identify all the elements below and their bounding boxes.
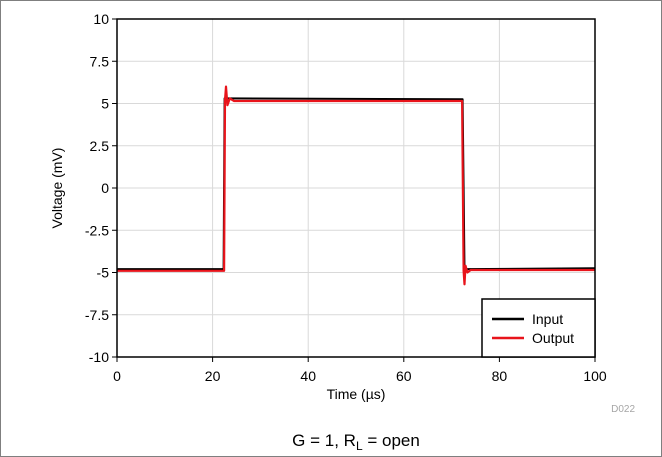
figure-caption: G = 1, RL = open	[292, 431, 420, 453]
y-axis-label: Voltage (mV)	[49, 148, 65, 229]
series-line-output	[117, 85, 595, 286]
series-line-input	[117, 97, 596, 271]
y-tick-label: 0	[101, 180, 109, 196]
y-tick-label: 5	[101, 96, 109, 112]
y-tick-label: -2.5	[85, 222, 109, 238]
series-lines	[117, 85, 596, 286]
legend-label-output: Output	[532, 330, 574, 346]
caption-tail: = open	[363, 431, 420, 450]
legend: Input Output	[481, 298, 596, 358]
legend-box	[481, 298, 596, 358]
y-tick-label: 2.5	[90, 138, 110, 154]
x-tick-label: 100	[583, 368, 607, 384]
x-axis-label: Time (µs)	[327, 386, 386, 402]
y-tick-label: -7.5	[85, 307, 109, 323]
tick-labels: 0 20 40 60 80 100 10 7.5 5 2.5 0 -2.5 -5 -7.5 -10	[85, 11, 607, 384]
y-tick-label: 10	[93, 11, 109, 27]
caption-subscript: L	[356, 439, 363, 453]
y-tick-label: 7.5	[90, 53, 110, 69]
x-tick-label: 20	[205, 368, 221, 384]
y-tick-label: -10	[89, 349, 109, 365]
y-tick-label: -5	[97, 265, 110, 281]
x-tick-label: 40	[300, 368, 316, 384]
figure-code: D022	[611, 404, 635, 415]
x-tick-label: 0	[113, 368, 121, 384]
caption-main: G = 1, R	[292, 431, 356, 450]
x-tick-label: 80	[492, 368, 508, 384]
x-tick-label: 60	[396, 368, 412, 384]
legend-label-input: Input	[532, 311, 563, 327]
tick-marks	[112, 18, 596, 362]
